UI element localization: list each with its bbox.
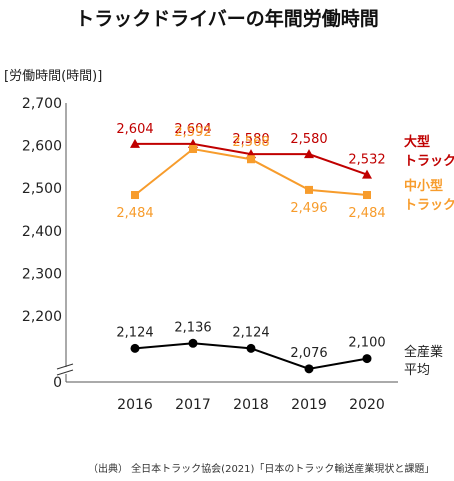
axis-break-line <box>56 363 74 370</box>
data-label: 2,100 <box>348 336 385 351</box>
data-point <box>189 145 197 154</box>
y-ticks: 0 2,200 2,300 2,400 2,500 2,600 2,700 <box>22 96 62 391</box>
x-ticks: 2016 2017 2018 2019 2020 <box>117 397 385 413</box>
data-label: 2,580 <box>290 132 327 147</box>
data-label: 2,484 <box>348 206 385 221</box>
data-label: 2,568 <box>232 135 269 150</box>
data-label: 2,136 <box>174 320 211 335</box>
y-tick-label: 2,400 <box>22 224 62 240</box>
data-point <box>304 364 314 374</box>
data-point <box>247 155 255 164</box>
data-label: 2,604 <box>116 122 153 137</box>
y-tick-label: 2,200 <box>22 309 62 325</box>
data-point <box>130 138 140 148</box>
data-label: 2,124 <box>232 325 269 340</box>
data-point <box>304 149 314 159</box>
legend-label: トラック <box>404 154 454 169</box>
y-axis-title: [労働時間(時間)] <box>4 69 102 84</box>
axis-break-gap <box>58 367 74 374</box>
axis-break-line <box>56 369 74 376</box>
data-label: 2,124 <box>116 325 153 340</box>
x-tick-label: 2017 <box>175 397 211 413</box>
legend-label: 平均 <box>404 363 430 378</box>
legend-label: 大型 <box>404 134 430 150</box>
data-point <box>188 338 198 348</box>
data-label: 2,580 <box>232 132 269 147</box>
data-label: 2,076 <box>290 346 327 361</box>
axis-break-mark <box>56 363 74 376</box>
y-tick-label: 0 <box>53 375 62 391</box>
x-tick-label: 2020 <box>349 397 385 413</box>
data-point <box>305 185 313 194</box>
series-layer: 2,604 2,604 2,580 2,580 2,532 2,484 2,592 2,568… <box>116 122 386 374</box>
data-point <box>363 191 371 200</box>
data-point <box>362 169 372 179</box>
data-point <box>246 343 256 353</box>
data-label: 2,532 <box>348 153 385 168</box>
legend-label: 中小型 <box>404 178 443 194</box>
data-label: 2,592 <box>174 125 211 140</box>
y-tick-label: 2,300 <box>22 266 62 282</box>
y-tick-label: 2,700 <box>22 96 62 112</box>
x-tick-label: 2018 <box>233 397 269 413</box>
data-point <box>362 354 372 364</box>
data-label: 2,484 <box>116 206 153 221</box>
chart-title: トラックドライバーの年間労働時間 <box>75 8 379 30</box>
source-note: （出典） 全日本トラック協会(2021)「日本のトラック輸送産業現状と課題」 <box>88 464 435 475</box>
series-3: 2,124 2,136 2,124 2,076 2,100 <box>116 320 386 374</box>
data-label: 2,604 <box>174 122 211 137</box>
x-tick-label: 2019 <box>291 397 327 413</box>
data-point <box>130 343 140 353</box>
y-tick-label: 2,600 <box>22 139 62 155</box>
legend-label: トラック <box>404 198 454 213</box>
axes <box>56 103 398 383</box>
legend-label: 全産業 <box>404 344 443 360</box>
data-point <box>131 191 139 200</box>
series-2: 2,484 2,592 2,568 2,496 2,484 <box>116 125 385 221</box>
data-label: 2,496 <box>290 201 327 216</box>
y-tick-label: 2,500 <box>22 181 62 197</box>
x-tick-label: 2016 <box>117 397 153 413</box>
series-1: 2,604 2,604 2,580 2,580 2,532 <box>116 122 386 179</box>
